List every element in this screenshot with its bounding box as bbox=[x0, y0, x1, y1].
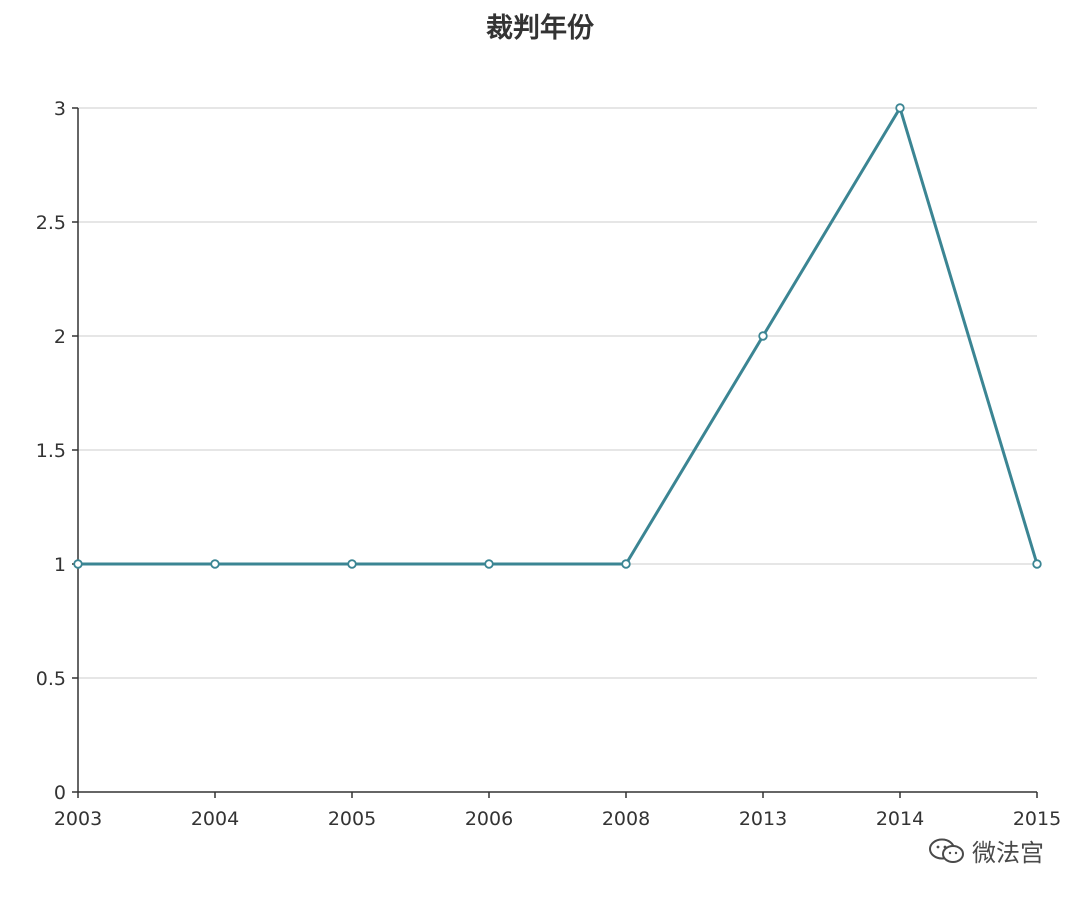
grid-lines bbox=[78, 107, 1037, 679]
x-axis-ticks: 2003 2004 2005 2006 2008 2013 2014 2015 bbox=[54, 792, 1061, 830]
y-tick-label: 2 bbox=[54, 326, 66, 348]
y-tick-label: 1.5 bbox=[36, 440, 66, 462]
y-tick-label: 0 bbox=[54, 782, 66, 804]
data-point bbox=[621, 559, 631, 569]
x-tick-label: 2003 bbox=[54, 808, 102, 830]
watermark: 微法宫 bbox=[928, 833, 1044, 868]
y-tick-label: 2.5 bbox=[36, 212, 66, 234]
data-point bbox=[1032, 559, 1042, 569]
y-axis-ticks: 0 0.5 1 1.5 2 2.5 3 bbox=[36, 98, 78, 804]
data-point bbox=[484, 559, 494, 569]
x-tick-label: 2015 bbox=[1013, 808, 1061, 830]
x-tick-label: 2014 bbox=[876, 808, 924, 830]
series bbox=[73, 103, 1042, 569]
data-point bbox=[758, 331, 768, 341]
y-tick-label: 1 bbox=[54, 554, 66, 576]
series-line bbox=[78, 106, 1039, 566]
y-tick-label: 0.5 bbox=[36, 668, 66, 690]
data-point bbox=[347, 559, 357, 569]
x-tick-label: 2013 bbox=[739, 808, 787, 830]
chart-title: 裁判年份 bbox=[486, 12, 594, 44]
x-tick-label: 2008 bbox=[602, 808, 650, 830]
data-point bbox=[210, 559, 220, 569]
watermark-text: 微法宫 bbox=[972, 839, 1044, 867]
y-tick-label: 3 bbox=[54, 98, 66, 120]
wechat-icon bbox=[929, 838, 964, 863]
x-tick-label: 2004 bbox=[191, 808, 239, 830]
data-point bbox=[895, 103, 905, 113]
x-tick-label: 2005 bbox=[328, 808, 376, 830]
x-tick-label: 2006 bbox=[465, 808, 513, 830]
data-point bbox=[73, 559, 83, 569]
